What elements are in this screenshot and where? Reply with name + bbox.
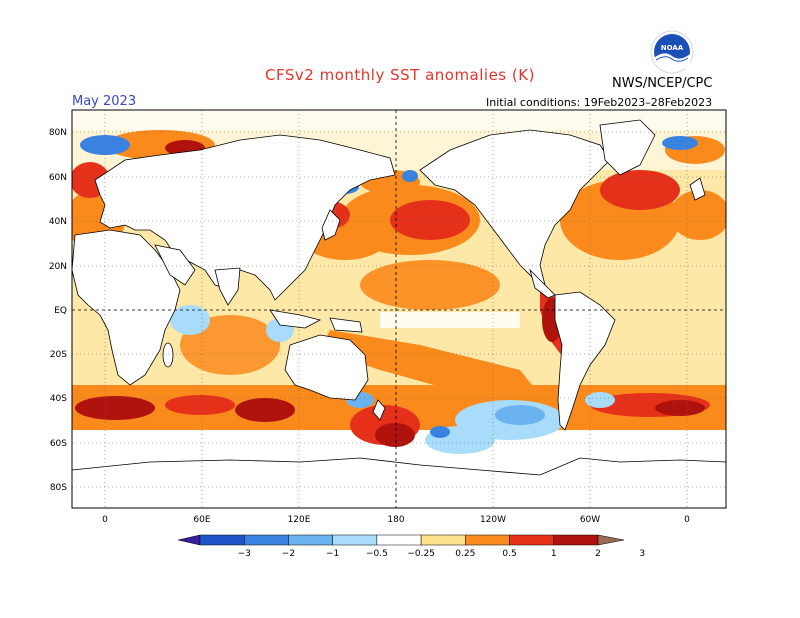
land-eurasia (94, 134, 396, 301)
lon-label: 60W (580, 515, 600, 525)
lon-label: 180 (387, 515, 404, 525)
colorbar-label: −2 (282, 549, 295, 559)
colorbar-label: −3 (238, 549, 251, 559)
land-india (214, 267, 241, 306)
agency-label: NWS/NCEP/CPC (612, 76, 713, 91)
lat-axis: 80N 60N 40N 20N EQ 20S 40S 60S 80S (49, 128, 67, 493)
land-indonesia (269, 309, 322, 329)
lat-label: 20S (50, 350, 67, 360)
land-new-guinea (329, 317, 363, 333)
reference-lines (72, 110, 726, 508)
land-south-america (554, 291, 616, 431)
colorbar-segment (243, 534, 289, 546)
lon-label: 0 (102, 515, 108, 525)
initial-conditions: Initial conditions: 19Feb2023–28Feb2023 (486, 96, 713, 109)
land-britain (689, 177, 706, 201)
noaa-logo-icon: NOAA (650, 30, 694, 74)
colorbar-max-arrow (597, 534, 625, 546)
land-japan (321, 209, 341, 241)
lon-label: 60E (193, 515, 210, 525)
lon-axis: 0 60E 120E 180 120W 60W 0 (102, 515, 690, 525)
lon-label: 120E (288, 515, 311, 525)
land-africa (72, 229, 181, 386)
colorbar-label: 0.5 (502, 549, 516, 559)
land-new-zealand (372, 399, 386, 421)
continents (72, 119, 726, 508)
colorbar-label: −0.25 (407, 549, 435, 559)
colorbar-segment (288, 534, 333, 546)
colorbar-label: 2 (595, 549, 601, 559)
lon-label: 0 (684, 515, 690, 525)
colorbar: −3 −2 −1 −0.5 −0.25 0.25 0.5 1 2 3 (177, 534, 645, 559)
colorbar-segment (509, 534, 555, 546)
lat-label: 40N (49, 217, 67, 227)
colorbar-segment (332, 534, 378, 546)
colorbar-segment (465, 534, 510, 546)
map-panel (72, 110, 726, 508)
lat-label: 20N (49, 262, 67, 272)
forecast-month: May 2023 (72, 94, 137, 109)
colorbar-label: 1 (551, 549, 557, 559)
graticule (72, 110, 726, 508)
colorbar-label: 3 (639, 549, 645, 559)
land-north-america (419, 129, 611, 286)
colorbar-label: −0.5 (366, 549, 388, 559)
lat-label: 80S (50, 483, 67, 493)
logo-text: NOAA (661, 44, 684, 52)
lon-label: 120W (480, 515, 506, 525)
land-arabia (154, 244, 196, 286)
lat-label: 60N (49, 173, 67, 183)
lat-label: 40S (50, 394, 67, 404)
colorbar-segment (199, 534, 245, 546)
colorbar-segment (376, 534, 422, 546)
lat-label: 60S (50, 439, 67, 449)
colorbar-min-arrow (177, 534, 201, 546)
map-title: CFSv2 monthly SST anomalies (K) (265, 66, 535, 84)
land-greenland (599, 119, 656, 176)
colorbar-segment (420, 534, 466, 546)
land-antarctica (72, 457, 726, 508)
land-madagascar (162, 342, 174, 368)
map-frame (71, 109, 727, 509)
lat-label: EQ (54, 306, 67, 316)
lat-label: 80N (49, 128, 67, 138)
land-australia (284, 334, 369, 401)
land-central-america (529, 268, 556, 299)
colorbar-label: −1 (326, 549, 339, 559)
colorbar-label: 0.25 (455, 549, 475, 559)
colorbar-segment (553, 534, 599, 546)
